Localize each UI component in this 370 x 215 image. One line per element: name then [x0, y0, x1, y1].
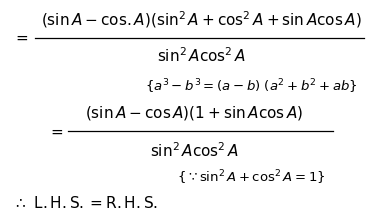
- Text: $(\sin A - \cos A)(1 + \sin A \cos A)$: $(\sin A - \cos A)(1 + \sin A \cos A)$: [85, 104, 303, 122]
- Text: $(\sin A - \cos.A)(\sin^2 A + \cos^2 A + \sin A \cos A)$: $(\sin A - \cos.A)(\sin^2 A + \cos^2 A +…: [41, 9, 362, 30]
- Text: $=$: $=$: [48, 124, 64, 139]
- Text: $\{a^3 - b^3 = (a - b)\ (a^2 + b^2 + ab\}$: $\{a^3 - b^3 = (a - b)\ (a^2 + b^2 + ab\…: [145, 78, 358, 96]
- Text: $\sin^2 A \cos^2 A$: $\sin^2 A \cos^2 A$: [150, 141, 239, 160]
- Text: $=$: $=$: [13, 30, 29, 45]
- Text: $\{\because \sin^2 A + \cos^2 A = 1\}$: $\{\because \sin^2 A + \cos^2 A = 1\}$: [178, 168, 326, 187]
- Text: $\therefore\ \mathrm{L.H.S.} = \mathrm{R.H.S.}$: $\therefore\ \mathrm{L.H.S.} = \mathrm{R…: [13, 195, 158, 211]
- Text: $\sin^2 A \cos^2 A$: $\sin^2 A \cos^2 A$: [157, 47, 246, 65]
